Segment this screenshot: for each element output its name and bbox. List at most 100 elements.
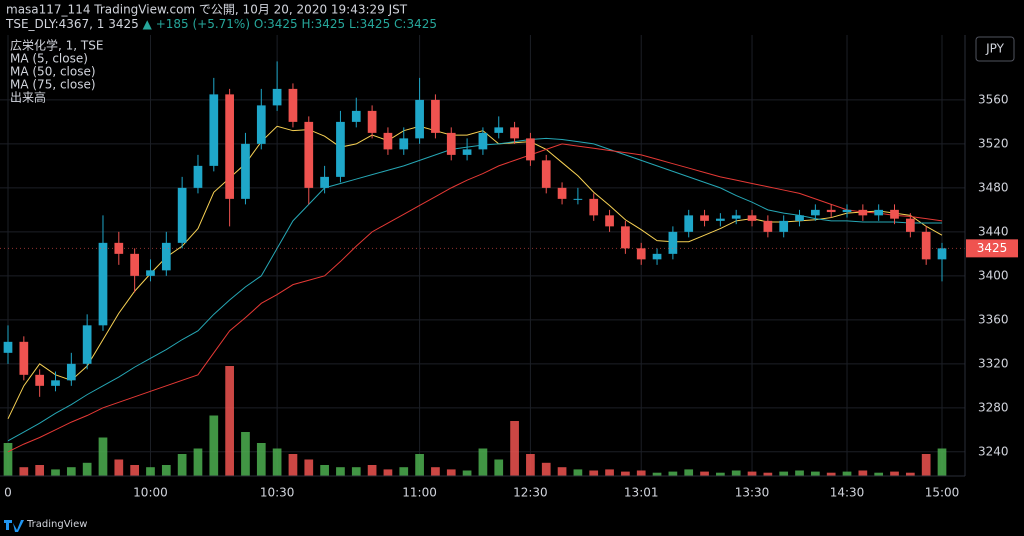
candle-body (510, 127, 519, 139)
volume-bar (415, 454, 424, 476)
plot-area (0, 61, 965, 476)
volume-bar (684, 469, 694, 476)
x-tick-label: 10:30 (260, 486, 295, 500)
volume-bar (225, 366, 234, 476)
y-tick-label: 3320 (978, 356, 1009, 370)
candle-body (652, 253, 662, 260)
candle-body (161, 242, 171, 271)
y-tick-label: 3240 (978, 444, 1009, 458)
candle-body (541, 160, 551, 188)
volume-bar (288, 454, 298, 476)
volume-bar (700, 471, 709, 476)
volume-bar (510, 421, 519, 476)
candle-body (795, 215, 804, 221)
volume-bar (383, 469, 393, 476)
candle-body (905, 218, 915, 232)
volume-bar (573, 469, 583, 476)
legend-entry: MA (5, close) (10, 52, 88, 66)
volume-bar (193, 448, 203, 476)
volume-bar (3, 443, 13, 476)
volume-bar (905, 472, 915, 476)
candle-body (146, 270, 155, 276)
volume-bar (541, 462, 551, 476)
volume-bar (652, 472, 662, 476)
x-tick-label: 10:00 (133, 486, 168, 500)
volume-bar (605, 469, 614, 476)
candle-body (526, 138, 535, 161)
volume-bar (66, 467, 76, 476)
volume-bar (795, 470, 804, 476)
candle-body (66, 363, 76, 381)
volume-bar (589, 470, 599, 476)
candle-body (256, 105, 266, 144)
last-price-marker (966, 239, 1018, 258)
volume-bar (51, 469, 60, 476)
y-tick-label: 3520 (978, 136, 1009, 150)
candle-body (399, 138, 409, 150)
volume-bar (272, 448, 282, 476)
x-tick-label: 0 (4, 486, 12, 500)
volume-bar (161, 465, 171, 476)
y-tick-label: 3360 (978, 312, 1009, 326)
x-tick-label: 15:00 (925, 486, 960, 500)
volume-bar (82, 462, 92, 476)
ohlc: O:3425 (254, 17, 298, 31)
volume-bar (842, 471, 852, 476)
ohlc: C:3425 (394, 17, 437, 31)
volume-bar (826, 472, 836, 476)
candle-body (858, 209, 868, 216)
candle-body (763, 220, 773, 232)
volume-bar (636, 470, 646, 476)
candle-body (589, 198, 599, 216)
volume-bar (351, 467, 361, 476)
price: 3425 (108, 17, 139, 31)
candle-body (209, 94, 219, 166)
candle-body (367, 110, 377, 133)
candle-body (700, 215, 709, 221)
volume-bar (367, 465, 377, 476)
volume-bar (858, 470, 868, 476)
candle-body (494, 127, 504, 133)
candle-body (35, 374, 45, 386)
candle-body (114, 242, 124, 254)
candle-body (874, 209, 884, 216)
candle-body (351, 110, 361, 122)
y-tick-label: 3440 (978, 224, 1009, 238)
candle-body (241, 143, 250, 199)
currency[interactable]: JPY (985, 42, 1005, 56)
moving-average-line (7, 137, 942, 442)
volume-bar (811, 471, 820, 476)
volume-bar (304, 459, 314, 476)
legend-entry: MA (75, close) (10, 78, 96, 92)
candle-body (51, 380, 60, 386)
candle-body (779, 220, 789, 232)
volume-bar (114, 459, 124, 476)
ohlc: L:3425 (349, 17, 390, 31)
volume-bar (921, 454, 931, 476)
x-tick-label: 13:30 (735, 486, 770, 500)
candle-body (811, 209, 820, 216)
volume-bar (19, 467, 29, 476)
x-tick-label: 11:00 (402, 486, 437, 500)
candle-body (19, 341, 29, 375)
candle-body (383, 132, 393, 150)
legend-entry: MA (50, close) (10, 65, 96, 79)
brand: TradingView (26, 519, 87, 530)
currency-box[interactable] (975, 36, 1015, 62)
volume-bar (320, 465, 329, 476)
y-tick-label: 3560 (978, 92, 1009, 106)
candle-body (288, 88, 298, 122)
candle-body (605, 215, 614, 227)
volume-bar (557, 467, 567, 476)
candle-body (937, 248, 947, 260)
header-line: masa117_114 TradingView.com で公開, 10月 20,… (6, 3, 408, 17)
volume-bar (209, 415, 219, 476)
candle-body (731, 215, 741, 219)
volume-bar (98, 437, 108, 476)
candle-body (336, 121, 345, 177)
candle-body (684, 215, 694, 232)
y-tick-label: 3400 (978, 268, 1009, 282)
volume-bar (241, 432, 250, 476)
